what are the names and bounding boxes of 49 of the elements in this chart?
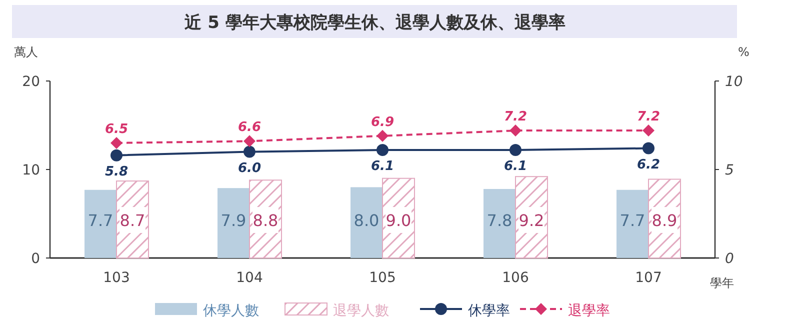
y-tick-label: 20 — [22, 74, 40, 90]
point — [376, 144, 388, 156]
x-tick-label: 105 — [369, 270, 396, 286]
data-label: 6.9 — [370, 114, 394, 130]
y2-tick-label: 5 — [725, 162, 734, 178]
x-tick-label: 107 — [635, 270, 662, 286]
data-label: 9.2 — [518, 211, 544, 230]
point — [510, 124, 522, 137]
point — [642, 142, 654, 154]
data-label: 6.5 — [104, 122, 128, 137]
x-tick-label: 103 — [103, 270, 130, 286]
data-label: 8.9 — [652, 211, 678, 230]
point — [110, 136, 122, 149]
legend-label: 休學人數 — [203, 303, 259, 319]
y2-axis-title: % — [738, 45, 750, 59]
data-label: 6.0 — [238, 160, 262, 176]
x-axis-title: 學年 — [710, 276, 734, 290]
data-label: 8.0 — [354, 211, 380, 230]
legend-label: 退學人數 — [333, 303, 389, 319]
data-label: 6.1 — [504, 159, 528, 174]
x-tick-label: 106 — [502, 270, 529, 286]
data-label: 6.1 — [370, 159, 394, 174]
point — [110, 149, 122, 162]
data-label: 7.8 — [486, 211, 512, 230]
data-label: 6.6 — [238, 120, 262, 136]
x-tick-label: 104 — [236, 270, 263, 286]
point — [376, 130, 388, 142]
legend-label: 退學率 — [568, 303, 610, 319]
point — [642, 124, 654, 137]
data-label: 5.8 — [104, 164, 128, 180]
y-tick-label: 10 — [22, 162, 40, 178]
data-label: 8.7 — [120, 211, 146, 230]
data-label: 7.2 — [636, 110, 660, 125]
legend-label: 休學率 — [468, 303, 510, 319]
data-label: 9.0 — [386, 211, 412, 230]
y2-tick-label: 0 — [725, 251, 734, 267]
data-label: 7.9 — [220, 211, 246, 230]
point — [244, 135, 256, 148]
point — [244, 146, 256, 158]
point — [510, 144, 522, 156]
y-axis-title: 萬人 — [14, 45, 38, 59]
y2-tick-label: 10 — [725, 74, 743, 90]
y-tick-label: 0 — [31, 251, 40, 267]
data-label: 7.7 — [88, 211, 114, 230]
data-label: 7.2 — [504, 110, 528, 125]
chart-title: 近 5 學年大專校院學生休、退學人數及休、退學率 — [184, 13, 566, 33]
data-label: 7.7 — [620, 211, 646, 230]
data-label: 8.8 — [252, 211, 278, 230]
data-label: 6.2 — [636, 157, 660, 172]
